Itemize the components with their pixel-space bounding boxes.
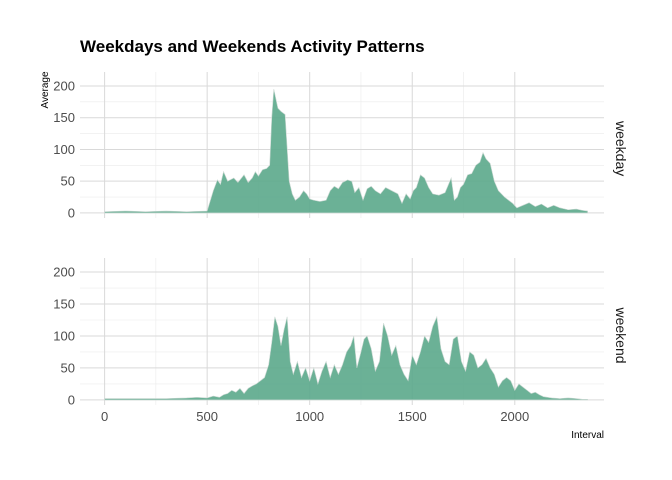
panel-weekday: 0 50 100 150 200 weekday — [53, 72, 629, 220]
x-tick-label: 1000 — [295, 409, 324, 424]
facet-label-weekend: weekend — [613, 307, 629, 364]
y-axis-title: Average — [40, 71, 51, 109]
area-series-weekday — [104, 89, 588, 214]
panel-weekend: 0 50 100 150 200 weekend — [53, 258, 629, 407]
facet-label-weekday: weekday — [613, 120, 629, 176]
x-tick-label: 0 — [101, 409, 108, 424]
x-tick-label: 500 — [196, 409, 218, 424]
y-tick-label: 50 — [61, 360, 75, 375]
y-tick-label: 100 — [53, 142, 75, 157]
y-tick-label: 150 — [53, 297, 75, 312]
y-tick-label: 0 — [68, 205, 75, 220]
y-tick-label: 50 — [61, 174, 75, 189]
y-tick-label: 200 — [53, 265, 75, 280]
y-tick-label: 0 — [68, 392, 75, 407]
chart-title: Weekdays and Weekends Activity Patterns — [80, 37, 425, 56]
x-tick-label: 1500 — [398, 409, 427, 424]
y-tick-label: 100 — [53, 328, 75, 343]
area-series-weekend — [104, 315, 588, 401]
y-tick-label: 200 — [53, 78, 75, 93]
x-axis-title: Interval — [571, 430, 604, 441]
y-tick-label: 150 — [53, 110, 75, 125]
x-tick-label: 2000 — [500, 409, 529, 424]
